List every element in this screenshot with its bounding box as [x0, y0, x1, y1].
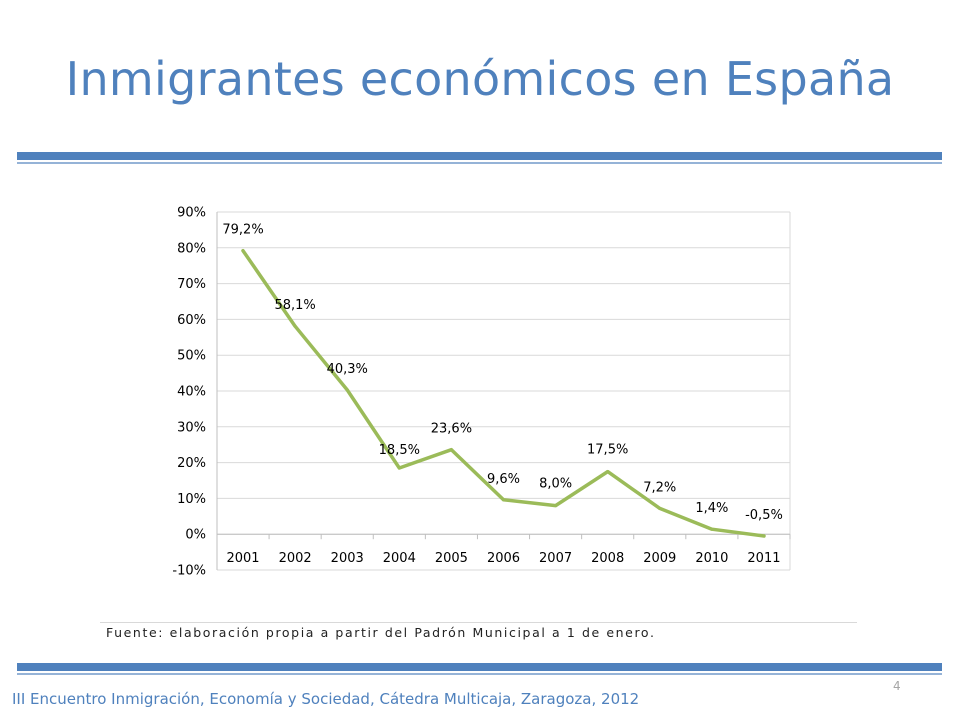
x-tick-label: 2006	[487, 551, 520, 566]
data-label: 7,2%	[643, 480, 676, 495]
x-tick-label: 2011	[747, 551, 780, 566]
series-line	[241, 248, 766, 538]
data-point	[554, 504, 558, 508]
x-tick-label: 2004	[383, 551, 416, 566]
data-label: 1,4%	[695, 501, 728, 516]
top-rule-thin	[17, 162, 942, 164]
data-point	[345, 388, 349, 392]
data-point	[293, 324, 297, 328]
data-label: 23,6%	[431, 422, 472, 437]
y-tick-label: 20%	[177, 456, 206, 471]
data-point	[397, 466, 401, 470]
y-tick-label: 0%	[185, 528, 206, 543]
data-label: 17,5%	[587, 443, 628, 458]
x-tick-label: 2009	[643, 551, 676, 566]
y-tick-label: 90%	[177, 206, 206, 221]
data-point	[241, 249, 245, 253]
slide-title: Inmigrantes económicos en España	[65, 52, 895, 106]
footer-text: III Encuentro Inmigración, Economía y So…	[12, 690, 640, 708]
source-note: Fuente: elaboración propia a partir del …	[106, 625, 656, 640]
data-point	[762, 534, 766, 538]
y-tick-label: 70%	[177, 277, 206, 292]
y-tick-label: 50%	[177, 349, 206, 364]
data-point	[658, 506, 662, 510]
x-tick-label: 2001	[226, 551, 259, 566]
source-separator	[100, 622, 857, 623]
page-number: 4	[893, 679, 901, 693]
x-tick-label: 2005	[435, 551, 468, 566]
y-tick-label: 10%	[177, 492, 206, 507]
y-tick-label: 30%	[177, 420, 206, 435]
x-tick-label: 2010	[695, 551, 728, 566]
data-label: 8,0%	[539, 477, 572, 492]
bottom-rule-thick	[17, 663, 942, 671]
data-point	[710, 527, 714, 531]
x-tick-label: 2003	[331, 551, 364, 566]
data-label: -0,5%	[745, 508, 783, 523]
data-label: 40,3%	[327, 362, 368, 377]
x-tick-label: 2002	[279, 551, 312, 566]
data-label: 9,6%	[487, 472, 520, 487]
y-tick-label: 80%	[177, 241, 206, 256]
bottom-rule-thin	[17, 673, 942, 675]
data-label: 58,1%	[274, 298, 315, 313]
y-tick-label: 40%	[177, 385, 206, 400]
y-tick-label: 60%	[177, 313, 206, 328]
data-label: 79,2%	[222, 223, 263, 238]
x-tick-label: 2008	[591, 551, 624, 566]
data-point	[449, 448, 453, 452]
x-tick-label: 2007	[539, 551, 572, 566]
data-point	[502, 498, 505, 502]
top-rule-thick	[17, 152, 942, 160]
data-point	[606, 470, 610, 474]
y-tick-label: -10%	[172, 564, 206, 579]
data-label: 18,5%	[379, 443, 420, 458]
